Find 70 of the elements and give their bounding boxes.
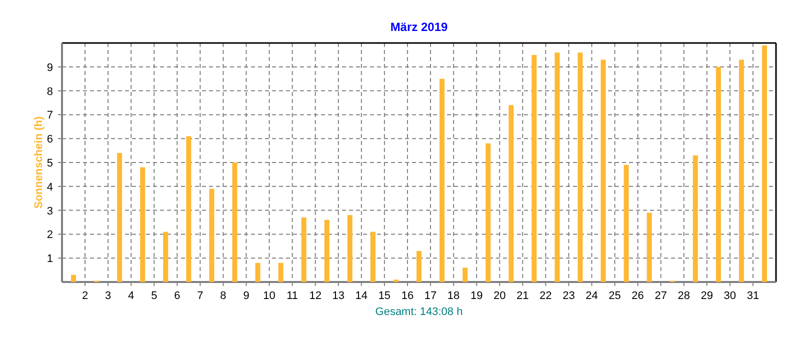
- bar: [600, 60, 606, 282]
- bar: [716, 66, 721, 282]
- y-tick-label: 3: [46, 205, 53, 218]
- bar: [140, 167, 146, 282]
- x-tick-label: 27: [654, 290, 667, 302]
- x-tick-label: 23: [562, 290, 575, 302]
- bar: [692, 155, 698, 282]
- bar: [255, 262, 260, 282]
- bar: [163, 232, 168, 282]
- bar: [232, 162, 238, 282]
- bar: [486, 143, 491, 282]
- x-tick-label: 2: [82, 290, 88, 302]
- bar: [554, 52, 560, 282]
- x-tick-label: 11: [286, 290, 298, 302]
- y-tick-label: 6: [46, 134, 53, 146]
- x-tick-label: 3: [105, 290, 112, 302]
- bar: [209, 188, 214, 282]
- x-tick-label: 31: [746, 290, 760, 302]
- y-tick-label: 5: [46, 158, 53, 170]
- y-tick-label: 2: [46, 229, 53, 242]
- x-tick-label: 25: [608, 290, 621, 302]
- x-tick-label: 7: [197, 290, 204, 302]
- x-tick-label: 10: [263, 290, 276, 302]
- y-axis-title: Sonnenschein (h): [33, 116, 45, 209]
- x-tick-label: 30: [724, 290, 736, 302]
- y-tick-label: 9: [46, 62, 53, 74]
- bar: [578, 52, 583, 282]
- bar: [71, 274, 76, 282]
- x-tick-label: 24: [586, 290, 598, 302]
- x-tick-label: 18: [447, 290, 460, 302]
- chart-title: März 2019: [390, 20, 448, 34]
- bar: [301, 217, 306, 282]
- bar: [278, 262, 284, 282]
- bar: [532, 54, 537, 282]
- bar: [117, 152, 122, 282]
- bar: [370, 232, 376, 282]
- bar: [440, 78, 445, 282]
- x-tick-label: 20: [493, 290, 506, 302]
- bar: [324, 220, 330, 282]
- x-tick-label: 4: [128, 290, 134, 302]
- bar: [347, 215, 352, 282]
- x-tick-label: 26: [632, 290, 644, 302]
- bar: [738, 60, 744, 282]
- bar: [762, 45, 767, 282]
- y-tick-label: 8: [46, 86, 53, 98]
- y-tick-label: 1: [46, 253, 53, 266]
- bar: [416, 250, 422, 282]
- x-tick-label: 28: [678, 290, 690, 302]
- bar: [624, 164, 629, 282]
- x-tick-label: 21: [516, 290, 529, 302]
- x-tick-label: 16: [401, 290, 414, 302]
- x-tick-label: 5: [151, 290, 158, 302]
- bar: [508, 105, 514, 282]
- text: Gesamt: 143:08 h: [375, 306, 463, 318]
- bar: [646, 212, 652, 282]
- y-tick-label: 7: [46, 110, 53, 122]
- x-tick-label: 29: [700, 290, 714, 302]
- x-tick-label: 8: [220, 290, 226, 302]
- bar: [462, 268, 468, 282]
- x-tick-label: 14: [355, 290, 368, 302]
- x-tick-label: 9: [243, 290, 250, 302]
- x-tick-label: 12: [309, 290, 322, 302]
- x-tick-label: 22: [540, 290, 552, 302]
- bar: [186, 136, 192, 282]
- x-tick-label: 6: [174, 290, 180, 302]
- x-tick-label: 15: [378, 290, 391, 302]
- y-tick-label: 4: [46, 181, 53, 194]
- x-tick-label: 17: [424, 290, 437, 302]
- x-tick-label: 19: [470, 290, 483, 302]
- x-tick-label: 13: [332, 290, 345, 302]
